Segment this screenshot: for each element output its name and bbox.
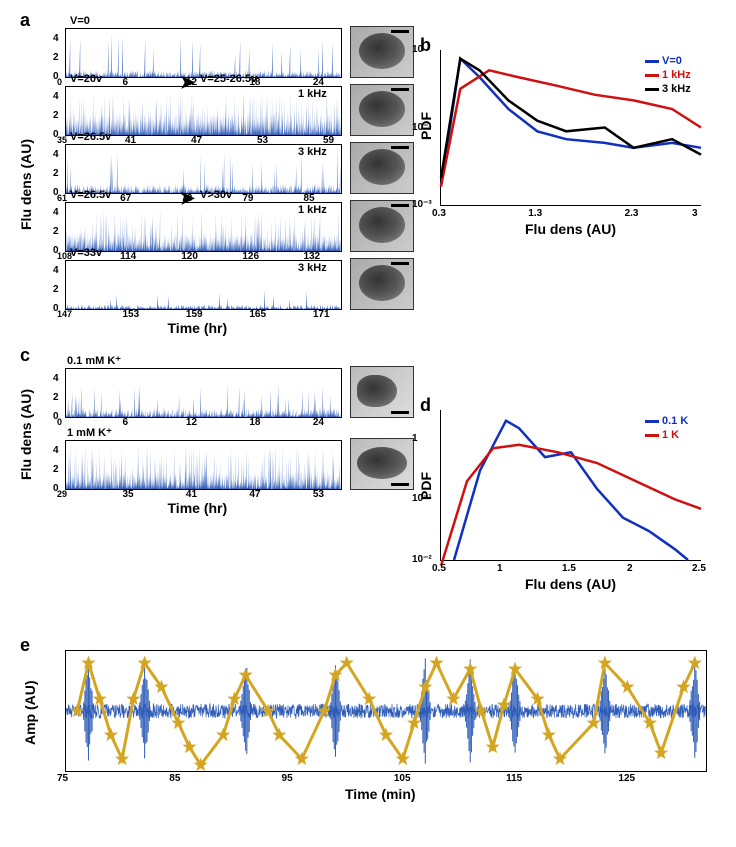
trace-subplot [65, 368, 342, 418]
legend-item: 3 kHz [645, 83, 691, 95]
trace-subplot [65, 28, 342, 78]
microscopy-image [350, 258, 414, 310]
legend-item: 0.1 K [645, 415, 688, 427]
microscopy-image [350, 200, 414, 252]
legend-item: 1 K [645, 429, 679, 441]
amp-trace [65, 650, 707, 772]
microscopy-image [350, 142, 414, 194]
microscopy-image [350, 84, 414, 136]
microscopy-image [350, 366, 414, 418]
trace-subplot [65, 440, 342, 490]
legend-item: 1 kHz [645, 69, 691, 81]
microscopy-image [350, 438, 414, 490]
legend-item: V=0 [645, 55, 682, 67]
microscopy-image [350, 26, 414, 78]
